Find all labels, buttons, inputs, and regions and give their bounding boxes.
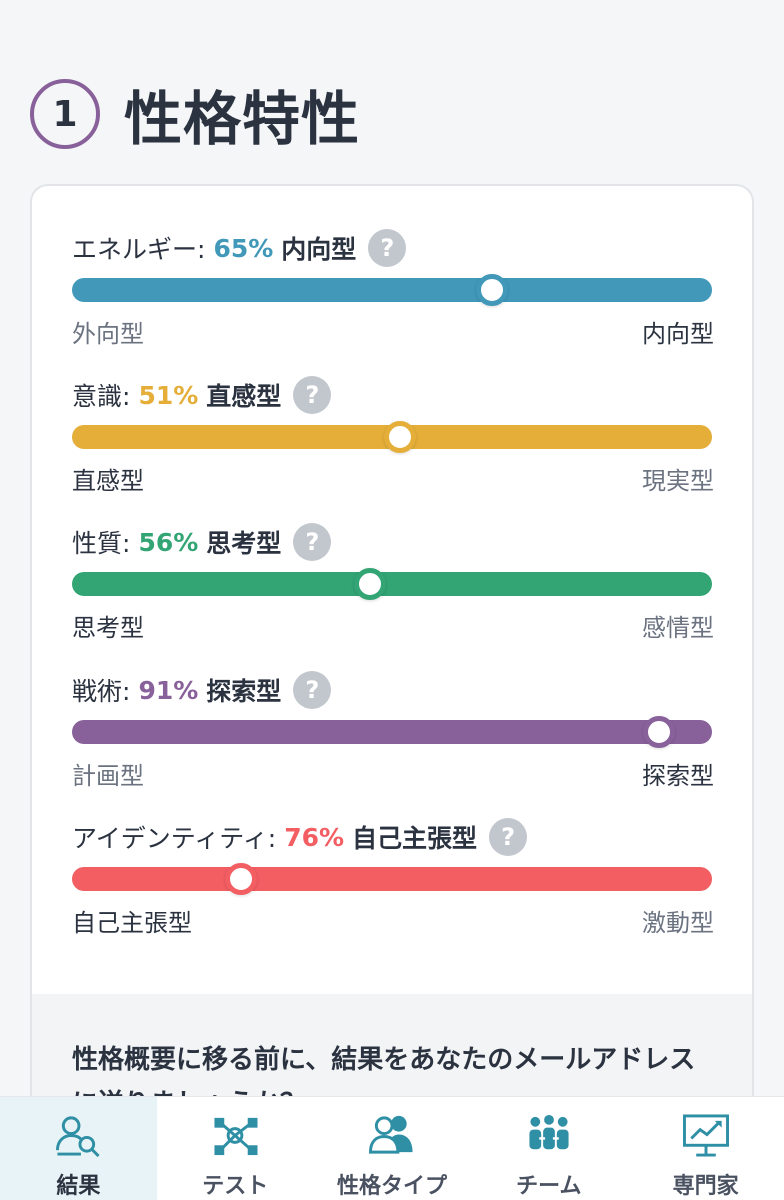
nav-item-test[interactable]: テスト xyxy=(157,1097,314,1200)
trait-type: 自己主張型 xyxy=(352,824,478,853)
traits-card: エネルギー: 65% 内向型 ? 外向型 内向型 意識: 51% 直感型 ? xyxy=(30,184,754,1184)
nav-label: 結果 xyxy=(56,1174,101,1199)
trait-percent: 65% xyxy=(213,233,274,263)
trait-name: 意識: xyxy=(72,382,131,411)
trait-thumb xyxy=(642,716,675,748)
trait-type: 探索型 xyxy=(206,677,282,706)
personality-types-icon xyxy=(368,1115,413,1154)
nav-label: 性格タイプ xyxy=(336,1174,447,1199)
trait-bar-ends: 直感型 現実型 xyxy=(72,461,714,496)
trait-label-row: エネルギー: 65% 内向型 ? xyxy=(72,228,714,268)
section-header: 1 性格特性 xyxy=(30,72,360,156)
team-icon xyxy=(529,1114,569,1150)
trait-thumb xyxy=(354,568,387,600)
trait-bar-ends: 外向型 内向型 xyxy=(72,314,714,349)
trait-left-label: 計画型 xyxy=(72,762,144,790)
section-title: 性格特性 xyxy=(124,85,361,153)
trait-name: 戦術: xyxy=(72,677,131,706)
trait-right-label: 現実型 xyxy=(642,467,714,495)
test-icon xyxy=(214,1117,258,1156)
nav-item-professional[interactable]: 専門家 xyxy=(627,1097,784,1200)
trait-mind: 意識: 51% 直感型 ? 直感型 現実型 xyxy=(72,375,714,496)
trait-name: 性質: xyxy=(72,529,131,558)
trait-label-row: 戦術: 91% 探索型 ? xyxy=(72,670,714,710)
trait-bar-ends: 思考型 感情型 xyxy=(72,608,714,643)
bottom-nav: 結果 テスト xyxy=(0,1096,784,1200)
nav-label: テスト xyxy=(202,1174,269,1199)
help-icon[interactable]: ? xyxy=(489,818,528,856)
trait-tactics: 戦術: 91% 探索型 ? 計画型 探索型 xyxy=(72,670,714,791)
trait-left-label: 直感型 xyxy=(72,467,144,495)
trait-thumb xyxy=(475,274,508,306)
trait-name: アイデンティティ: xyxy=(72,824,277,853)
trait-right-label: 激動型 xyxy=(642,909,714,937)
trait-nature: 性質: 56% 思考型 ? 思考型 感情型 xyxy=(72,522,714,643)
trait-type: 内向型 xyxy=(281,235,357,264)
trait-bar xyxy=(72,863,712,895)
results-icon xyxy=(56,1116,100,1158)
trait-thumb xyxy=(383,421,416,453)
nav-item-results[interactable]: 結果 xyxy=(0,1097,157,1200)
trait-left-label: 外向型 xyxy=(72,320,144,348)
trait-label-row: アイデンティティ: 76% 自己主張型 ? xyxy=(72,817,714,857)
nav-label: 専門家 xyxy=(672,1174,739,1199)
section-number: 1 xyxy=(30,79,100,149)
trait-bar xyxy=(72,421,712,453)
trait-right-label: 内向型 xyxy=(642,320,714,348)
trait-name: エネルギー: xyxy=(72,235,206,264)
trait-percent: 76% xyxy=(284,822,345,852)
trait-bar xyxy=(72,568,712,600)
professional-icon xyxy=(682,1114,729,1157)
trait-thumb xyxy=(224,863,257,895)
trait-percent: 51% xyxy=(138,380,199,410)
trait-type: 思考型 xyxy=(206,529,282,558)
trait-percent: 56% xyxy=(138,527,199,557)
help-icon[interactable]: ? xyxy=(293,671,332,709)
nav-item-team[interactable]: チーム xyxy=(470,1097,627,1200)
trait-bar-ends: 自己主張型 激動型 xyxy=(72,903,714,938)
trait-left-label: 自己主張型 xyxy=(72,909,192,937)
help-icon[interactable]: ? xyxy=(293,376,332,414)
trait-right-label: 感情型 xyxy=(642,614,714,642)
trait-type: 直感型 xyxy=(206,382,282,411)
trait-percent: 91% xyxy=(138,675,199,705)
help-icon[interactable]: ? xyxy=(368,229,407,267)
trait-bar xyxy=(72,716,712,748)
nav-label: チーム xyxy=(516,1174,582,1199)
trait-bar-ends: 計画型 探索型 xyxy=(72,756,714,791)
trait-energy: エネルギー: 65% 内向型 ? 外向型 内向型 xyxy=(72,228,714,349)
trait-right-label: 探索型 xyxy=(642,762,714,790)
trait-label-row: 意識: 51% 直感型 ? xyxy=(72,375,714,415)
trait-identity: アイデンティティ: 76% 自己主張型 ? 自己主張型 激動型 xyxy=(72,817,714,938)
trait-label-row: 性質: 56% 思考型 ? xyxy=(72,522,714,562)
trait-bar xyxy=(72,274,712,306)
trait-left-label: 思考型 xyxy=(72,614,144,642)
nav-item-personality-types[interactable]: 性格タイプ xyxy=(314,1097,471,1200)
help-icon[interactable]: ? xyxy=(293,523,332,561)
